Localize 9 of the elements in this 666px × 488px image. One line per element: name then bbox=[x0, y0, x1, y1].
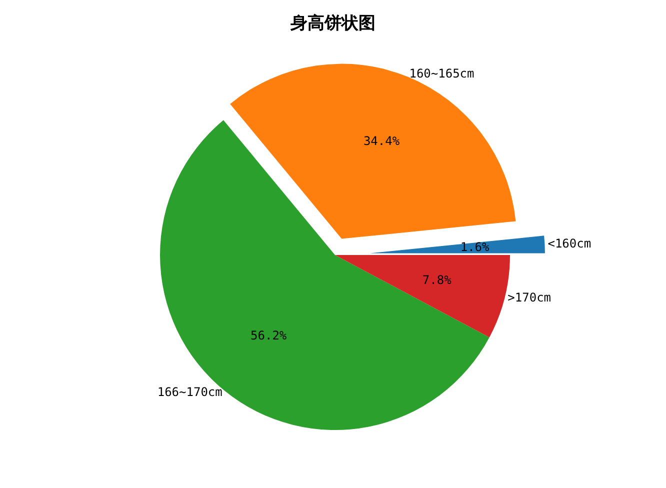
chart-title: 身高饼状图 bbox=[290, 14, 376, 34]
data-label: 1.6% bbox=[460, 240, 490, 254]
slice-label: <160cm bbox=[548, 236, 592, 251]
slice-label: >170cm bbox=[508, 290, 552, 304]
slice-label: 166~170cm bbox=[157, 385, 222, 400]
data-label: 56.2% bbox=[250, 328, 288, 343]
slice-label: 160~165cm bbox=[409, 66, 474, 80]
data-label: 7.8% bbox=[422, 272, 452, 287]
data-label: 34.4% bbox=[363, 134, 400, 148]
